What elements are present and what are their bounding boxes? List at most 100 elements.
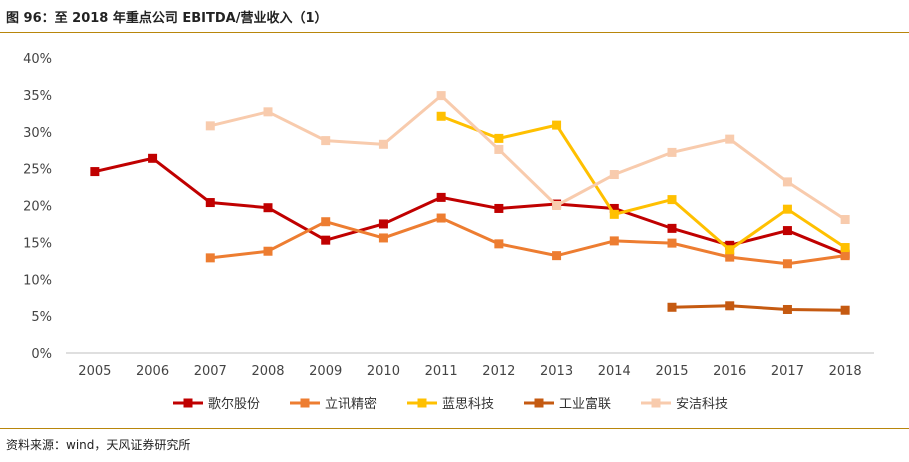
source-note: 资料来源：wind，天风证券研究所 bbox=[6, 438, 191, 452]
data-point bbox=[840, 215, 850, 225]
data-point bbox=[782, 226, 792, 236]
data-point bbox=[205, 198, 215, 208]
y-tick-label: 30% bbox=[23, 126, 52, 141]
series-line bbox=[209, 94, 846, 221]
legend-item: 安洁科技 bbox=[641, 397, 728, 412]
x-tick-label: 2014 bbox=[598, 364, 631, 379]
data-point bbox=[263, 203, 273, 213]
series-5 bbox=[205, 91, 850, 225]
data-point bbox=[321, 217, 331, 227]
data-point bbox=[90, 167, 100, 177]
x-tick-label: 2008 bbox=[251, 364, 284, 379]
x-tick-label: 2005 bbox=[78, 364, 111, 379]
legend-label: 立讯精密 bbox=[325, 396, 377, 412]
x-tick-label: 2012 bbox=[482, 364, 515, 379]
data-point bbox=[725, 245, 735, 255]
data-point bbox=[494, 239, 504, 249]
x-tick-label: 2007 bbox=[194, 364, 227, 379]
x-tick-label: 2009 bbox=[309, 364, 342, 379]
data-point bbox=[436, 111, 446, 121]
title-divider bbox=[0, 32, 909, 33]
series-line bbox=[671, 304, 846, 312]
legend-swatch-marker bbox=[534, 398, 544, 408]
x-axis: 2005 2006 2007 2008 2009 2010 2011 2012 2013 2014… bbox=[78, 364, 861, 379]
data-point bbox=[782, 304, 792, 314]
legend-swatch-marker bbox=[417, 398, 427, 408]
footer-divider bbox=[0, 428, 909, 429]
y-tick-label: 40% bbox=[23, 52, 52, 67]
series-layer bbox=[90, 91, 850, 315]
data-point bbox=[494, 203, 504, 213]
legend-item: 歌尔股份 bbox=[173, 397, 260, 412]
x-tick-label: 2018 bbox=[829, 364, 862, 379]
data-point bbox=[148, 153, 158, 163]
x-tick-label: 2006 bbox=[136, 364, 169, 379]
chart-title: 图 96：至 2018 年重点公司 EBITDA/营业收入（1） bbox=[6, 11, 328, 26]
y-axis: 0% 5% 10% 15% 20% 25% 30% 35% 40% bbox=[23, 52, 52, 362]
data-point bbox=[436, 192, 446, 202]
y-tick-label: 10% bbox=[23, 273, 52, 288]
data-point bbox=[840, 251, 850, 261]
data-point bbox=[667, 195, 677, 205]
series-line bbox=[440, 114, 846, 252]
data-point bbox=[552, 251, 562, 261]
legend-label: 蓝思科技 bbox=[442, 397, 494, 412]
data-point bbox=[667, 302, 677, 312]
data-point bbox=[494, 133, 504, 143]
legend-swatch-marker bbox=[183, 398, 193, 408]
y-tick-label: 35% bbox=[23, 89, 52, 104]
data-point bbox=[725, 134, 735, 144]
y-tick-label: 5% bbox=[31, 310, 52, 325]
legend-label: 安洁科技 bbox=[676, 397, 728, 412]
data-point bbox=[321, 235, 331, 245]
data-point bbox=[782, 259, 792, 269]
y-tick-label: 25% bbox=[23, 163, 52, 178]
data-point bbox=[609, 236, 619, 246]
legend-item: 立讯精密 bbox=[290, 396, 377, 412]
data-point bbox=[840, 243, 850, 253]
data-point bbox=[725, 252, 735, 262]
legend-swatch-marker bbox=[651, 398, 661, 408]
legend-label: 工业富联 bbox=[559, 396, 611, 412]
legend-item: 蓝思科技 bbox=[407, 397, 494, 412]
y-tick-label: 0% bbox=[31, 347, 52, 362]
data-point bbox=[609, 209, 619, 219]
x-tick-label: 2011 bbox=[425, 364, 458, 379]
data-point bbox=[840, 305, 850, 315]
data-point bbox=[378, 139, 388, 149]
x-tick-label: 2016 bbox=[713, 364, 746, 379]
data-point bbox=[725, 301, 735, 311]
data-point bbox=[436, 91, 446, 101]
x-tick-label: 2015 bbox=[655, 364, 688, 379]
series-1 bbox=[90, 153, 850, 259]
data-point bbox=[667, 147, 677, 157]
legend-label: 歌尔股份 bbox=[208, 397, 260, 412]
line-chart: 0%5%10%15%20%25%30%35%40% 2005 2006 2007 20… bbox=[23, 52, 874, 412]
data-point bbox=[205, 121, 215, 131]
data-point bbox=[263, 107, 273, 117]
data-point bbox=[205, 253, 215, 263]
x-tick-label: 2010 bbox=[367, 364, 400, 379]
x-tick-label: 2017 bbox=[771, 364, 804, 379]
data-point bbox=[782, 204, 792, 214]
data-point bbox=[436, 213, 446, 223]
legend: 歌尔股份 立讯精密 蓝思科技 工业富联 安洁科技 bbox=[173, 396, 728, 412]
legend-item: 工业富联 bbox=[524, 396, 611, 412]
x-tick-label: 2013 bbox=[540, 364, 573, 379]
data-point bbox=[782, 177, 792, 187]
data-point bbox=[552, 120, 562, 130]
y-tick-label: 20% bbox=[23, 200, 52, 215]
data-point bbox=[667, 223, 677, 233]
data-point bbox=[494, 144, 504, 154]
data-point bbox=[263, 246, 273, 256]
data-point bbox=[667, 238, 677, 248]
series-2 bbox=[205, 213, 850, 269]
data-point bbox=[378, 219, 388, 229]
data-point bbox=[378, 233, 388, 243]
legend-swatch-marker bbox=[300, 398, 310, 408]
data-point bbox=[609, 203, 619, 213]
data-point bbox=[552, 201, 562, 210]
series-line bbox=[210, 216, 846, 266]
series-4 bbox=[667, 301, 850, 315]
data-point bbox=[609, 170, 619, 180]
